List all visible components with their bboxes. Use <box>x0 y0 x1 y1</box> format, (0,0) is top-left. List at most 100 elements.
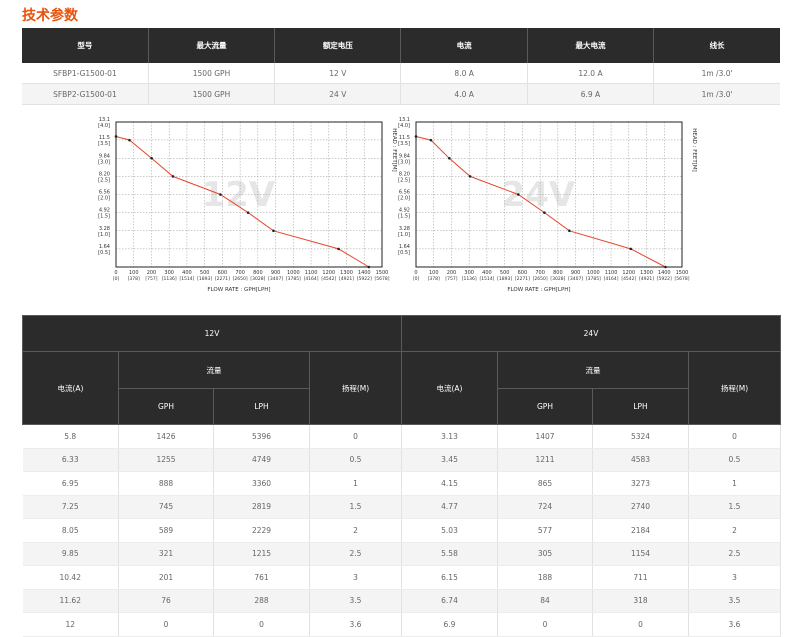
chart-x-tick-sublabel: [378] <box>428 276 440 282</box>
perf-cell: 2819 <box>213 495 310 519</box>
chart-data-point <box>272 229 275 233</box>
table-row: 8.05 589 2229 2 5.03 577 2184 2 <box>22 518 781 543</box>
spec-cell: 4.0 A <box>400 83 528 105</box>
chart-data-point <box>414 135 418 138</box>
spec-cell: SFBP1-G1500-01 <box>22 63 149 84</box>
chart-x-tick-label: 1300 <box>340 270 353 276</box>
perf-cell: 1255 <box>118 448 214 472</box>
table-row: 11.62 76 288 3.5 6.74 84 318 3.5 <box>22 589 781 613</box>
perf-cell: 3 <box>688 565 781 590</box>
perf-cell: 1215 <box>213 542 310 566</box>
chart-x-tick-label: 600 <box>218 270 228 276</box>
perf-cell: 3.13 <box>401 424 498 449</box>
chart-y-tick-label: 4.92 <box>99 208 110 214</box>
chart-x-tick-sublabel: [2271] <box>515 276 530 282</box>
chart-data-point <box>367 265 371 269</box>
perf-header-row: 电流(A) 流量 扬程(M) 电流(A) 流量 扬程(M) <box>22 351 781 425</box>
chart-x-tick-sublabel: [1893] <box>197 276 212 282</box>
chart-x-tick-sublabel: [3785] <box>586 276 601 282</box>
spec-header-cable-length: 线长 <box>653 28 780 63</box>
chart-data-point <box>517 193 520 196</box>
perf-cell: 3.5 <box>688 589 781 613</box>
spec-header-max-current: 最大电流 <box>527 28 655 63</box>
spec-cell: SFBP2-G1500-01 <box>22 83 149 105</box>
chart-x-tick-label: 1300 <box>640 270 653 276</box>
chart-frame <box>415 121 683 268</box>
chart-y-tick-label: 13.1 <box>99 117 110 123</box>
perf-cell: 5324 <box>592 424 689 449</box>
perf-cell: 76 <box>118 589 214 613</box>
spec-cell: 8.0 A <box>400 63 528 84</box>
chart-data-point <box>568 229 571 233</box>
spec-header-current: 电流 <box>400 28 528 63</box>
chart-y-tick-sublabel: [3.5] <box>98 141 110 147</box>
chart-y-tick-sublabel: [3.0] <box>98 159 110 165</box>
chart-y-tick-sublabel: [0.5] <box>398 250 410 256</box>
perf-header-head-24v: 扬程(M) <box>688 351 781 425</box>
chart-x-tick-sublabel: [1136] <box>462 276 477 282</box>
perf-cell: 0 <box>118 612 214 637</box>
spec-header-max-flow: 最大流量 <box>148 28 276 63</box>
perf-cell: 577 <box>497 518 593 543</box>
chart-x-axis-label: FLOW RATE : GPH[LPH] <box>507 287 570 293</box>
chart-data-point <box>629 247 633 251</box>
chart-x-tick-label: 200 <box>147 270 157 276</box>
chart-y-tick-label: 3.28 <box>399 226 410 232</box>
perf-cell: 3360 <box>213 471 310 496</box>
perf-cell: 6.95 <box>22 471 119 496</box>
chart-x-tick-sublabel: [4542] <box>621 276 636 282</box>
perf-cell: 4.77 <box>401 495 498 519</box>
chart-frame <box>115 121 383 268</box>
perf-cell: 201 <box>118 565 214 590</box>
chart-x-tick-sublabel: [5678] <box>375 276 390 282</box>
perf-cell: 1 <box>309 471 402 496</box>
spec-header-rated-voltage: 额定电压 <box>274 28 402 63</box>
chart-x-tick-sublabel: [3028] <box>250 276 265 282</box>
chart-12v-svg: 12V 1.64[0.5] 3.28[1.0] 4.92[1.5] 6.56[2.0] 8… <box>98 117 397 293</box>
chart-y-axis-label: HEAD : FEET[M] <box>691 128 697 171</box>
chart-x-tick-sublabel: [757] <box>445 276 457 282</box>
chart-x-tick-sublabel: [5922] <box>357 276 372 282</box>
chart-y-tick-sublabel: [4.0] <box>398 123 410 129</box>
page-title: 技术参数 <box>22 8 78 24</box>
chart-x-tick-label: 400 <box>482 270 492 276</box>
chart-y-tick-label: 13.1 <box>399 117 410 123</box>
chart-x-tick-label: 100 <box>429 270 439 276</box>
chart-y-tick-label: 8.20 <box>399 171 410 177</box>
perf-cell: 0 <box>688 424 781 449</box>
perf-header-flow-12v: 流量 <box>118 351 310 389</box>
chart-y-tick-label: 8.20 <box>99 171 110 177</box>
chart-y-tick-sublabel: [3.0] <box>398 159 410 165</box>
chart-x-tick-sublabel: [3785] <box>286 276 301 282</box>
perf-cell: 6.74 <box>401 589 498 613</box>
perf-cell: 5.58 <box>401 542 498 566</box>
chart-x-tick-label: 800 <box>553 270 563 276</box>
chart-y-axis-label: HEAD : FEET[M] <box>391 128 397 171</box>
perf-header-gph-12v: GPH <box>118 388 214 425</box>
perf-cell: 0 <box>497 612 593 637</box>
chart-y-tick-sublabel: [2.0] <box>98 196 110 202</box>
perf-cell: 745 <box>118 495 214 519</box>
perf-header-current-24v: 电流(A) <box>401 351 498 425</box>
chart-y-tick-label: 6.56 <box>399 190 410 196</box>
perf-cell: 724 <box>497 495 593 519</box>
perf-cell: 2 <box>309 518 402 543</box>
chart-x-tick-sublabel: [3407] <box>268 276 283 282</box>
chart-watermark: 12V <box>202 175 276 215</box>
perf-cell: 3273 <box>592 471 689 496</box>
perf-cell: 3.6 <box>688 612 781 637</box>
chart-x-tick-sublabel: [378] <box>128 276 140 282</box>
chart-x-tick-sublabel: [4164] <box>604 276 619 282</box>
chart-x-axis-label: FLOW RATE : GPH[LPH] <box>207 287 270 293</box>
chart-y-tick-label: 9.84 <box>399 153 410 159</box>
perf-cell: 11.62 <box>22 589 119 613</box>
spec-header-row: 型号 最大流量 额定电压 电流 最大电流 线长 <box>22 28 780 63</box>
perf-cell: 305 <box>497 542 593 566</box>
perf-cell: 2.5 <box>688 542 781 566</box>
perf-cell: 4.15 <box>401 471 498 496</box>
chart-x-tick-label: 1400 <box>358 270 371 276</box>
chart-x-tick-sublabel: [4542] <box>321 276 336 282</box>
perf-cell: 188 <box>497 565 593 590</box>
perf-cell: 888 <box>118 471 214 496</box>
perf-cell: 2184 <box>592 518 689 543</box>
